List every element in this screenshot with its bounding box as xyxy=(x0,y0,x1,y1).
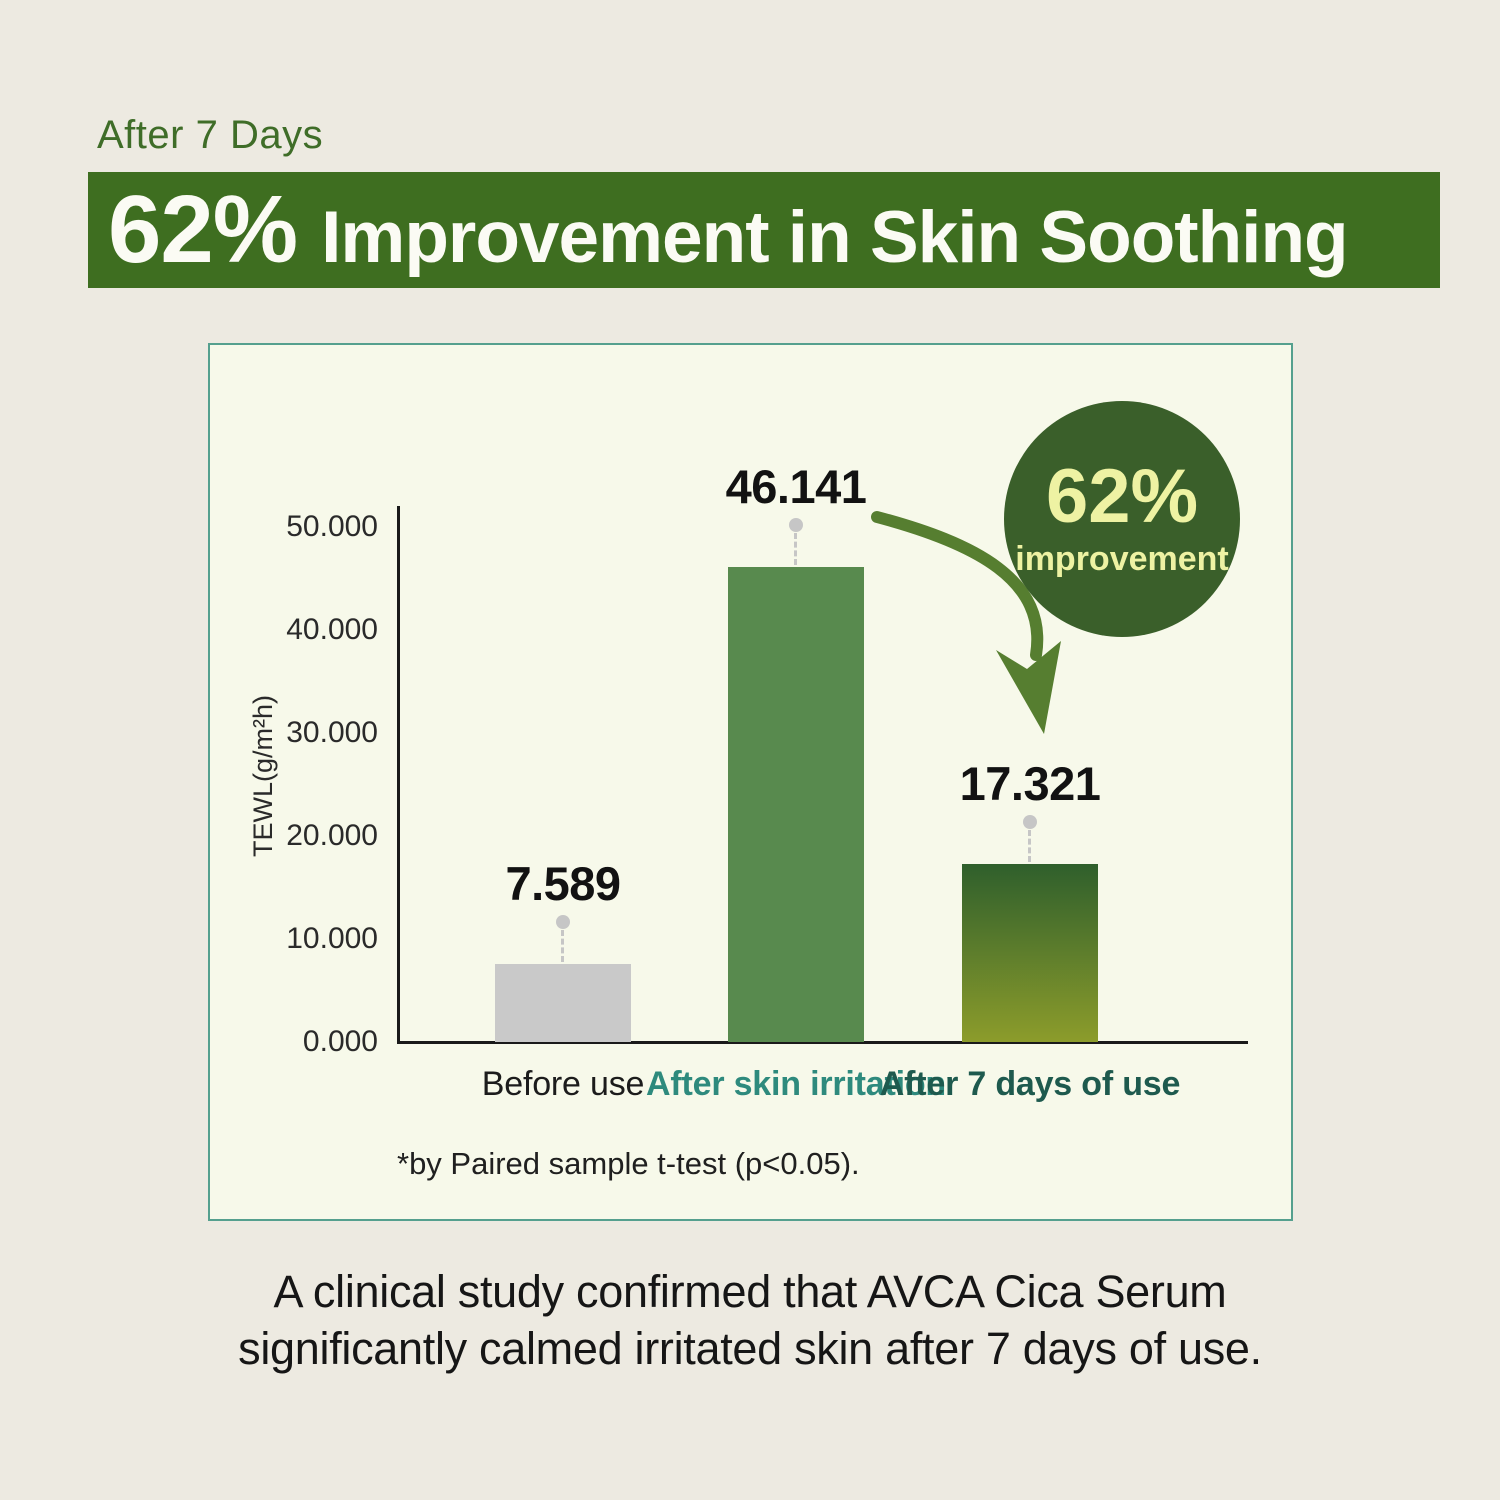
bar xyxy=(728,567,864,1042)
connector-dashed-line xyxy=(561,930,564,962)
y-tick-label: 30.000 xyxy=(286,716,378,749)
y-axis-label: TEWL(g/m²h) xyxy=(248,695,278,857)
caption-line-2: significantly calmed irritated skin afte… xyxy=(238,1323,1262,1374)
caption: A clinical study confirmed that AVCA Cic… xyxy=(0,1263,1500,1377)
bar-value-label: 7.589 xyxy=(505,857,621,910)
y-tick-label: 0.000 xyxy=(302,1025,378,1058)
connector-dashed-line xyxy=(794,533,797,565)
bar xyxy=(495,964,631,1042)
y-tick-label: 10.000 xyxy=(286,922,378,955)
headline-text: Improvement in Skin Soothing xyxy=(321,197,1349,278)
y-axis-line xyxy=(397,506,400,1044)
footnote: *by Paired sample t-test (p<0.05). xyxy=(397,1146,860,1181)
x-axis-category-label: Before use xyxy=(481,1065,645,1103)
connector-dashed-line xyxy=(1028,830,1031,862)
eyebrow-title: After 7 Days xyxy=(97,113,324,157)
connector-dot xyxy=(556,915,570,929)
y-tick-label: 40.000 xyxy=(286,613,378,646)
x-axis-category-label: After skin irritation xyxy=(646,1065,946,1103)
bar-value-label: 46.141 xyxy=(725,460,867,513)
bar xyxy=(962,864,1098,1042)
improvement-badge: 62% improvement xyxy=(1004,401,1240,637)
badge-percent: 62% xyxy=(1045,454,1199,539)
bar-value-label: 17.321 xyxy=(959,757,1101,810)
x-axis-category-label: After 7 days of use xyxy=(879,1065,1181,1103)
connector-dot xyxy=(1023,815,1037,829)
headline-percent: 62% xyxy=(108,176,298,283)
caption-line-1: A clinical study confirmed that AVCA Cic… xyxy=(273,1266,1227,1317)
connector-dot xyxy=(789,518,803,532)
y-tick-label: 20.000 xyxy=(286,819,378,852)
badge-label: improvement xyxy=(1015,540,1229,578)
y-tick-label: 50.000 xyxy=(286,510,378,543)
headline-banner: 62% Improvement in Skin Soothing xyxy=(88,172,1440,288)
x-axis-line xyxy=(397,1041,1248,1044)
